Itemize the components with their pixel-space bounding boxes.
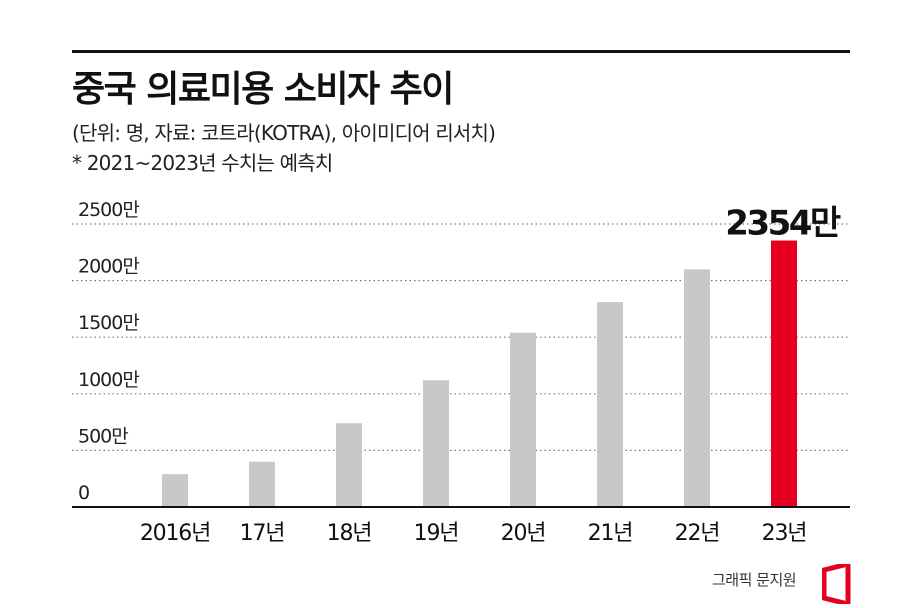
x-tick-label: 21년 (588, 521, 633, 546)
bar (510, 332, 536, 507)
x-tick-label: 23년 (762, 521, 807, 546)
chart-subtitle: (단위: 명, 자료: 코트라(KOTRA), 아이미디어 리서치) (72, 121, 496, 145)
y-tick-label: 1500만 (78, 312, 139, 334)
x-tick-label: 22년 (675, 521, 720, 546)
bar-highlight (771, 240, 797, 507)
y-tick-label: 2500만 (78, 199, 139, 221)
publisher-logo-icon (822, 564, 851, 604)
bar (249, 461, 275, 507)
y-tick-label: 500만 (78, 425, 128, 447)
top-rule (72, 50, 850, 53)
y-tick-label: 0 (78, 482, 89, 504)
chart-title: 중국 의료미용 소비자 추이 (72, 69, 454, 110)
bar (597, 302, 623, 507)
x-tick-label: 18년 (327, 521, 372, 546)
forecast-note: * 2021~2023년 수치는 예측치 (72, 151, 333, 175)
bar (423, 380, 449, 507)
x-tick-label: 20년 (501, 521, 546, 546)
graphic-credit: 그래픽 문지원 (712, 571, 797, 589)
bar (336, 423, 362, 507)
data-label: 2354만 (725, 204, 841, 244)
bar (684, 269, 710, 507)
x-tick-label: 19년 (414, 521, 459, 546)
bar (162, 474, 188, 507)
y-tick-label: 2000만 (78, 256, 139, 278)
x-tick-label: 17년 (240, 521, 285, 546)
y-tick-label: 1000만 (78, 369, 139, 391)
x-tick-label: 2016년 (140, 521, 210, 546)
